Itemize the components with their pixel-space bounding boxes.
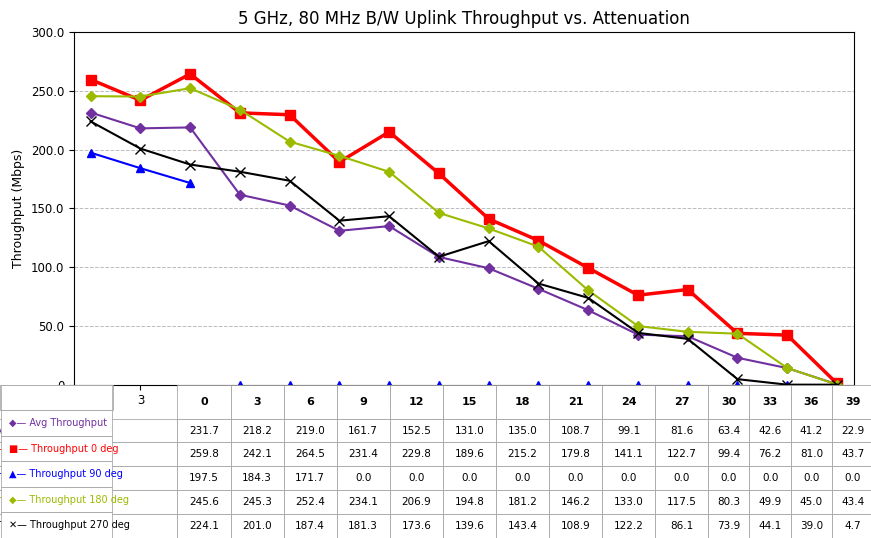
Throughput 180 deg (285, 138, 295, 145)
Bar (0, 385, 113, 410)
Throughput 180 deg (185, 85, 195, 91)
Throughput 270 deg (285, 178, 295, 184)
Throughput 90 deg (135, 165, 145, 172)
Title: 5 GHz, 80 MHz B/W Uplink Throughput vs. Attenuation: 5 GHz, 80 MHz B/W Uplink Throughput vs. … (238, 10, 690, 28)
Avg Throughput (733, 355, 743, 361)
Throughput 0 deg (85, 76, 96, 83)
Throughput 270 deg (832, 381, 842, 388)
Text: ◆— Throughput 180 deg: ◆— Throughput 180 deg (9, 494, 129, 505)
Avg Throughput (683, 333, 693, 339)
Bar (1, 512, 112, 538)
Line: Throughput 90 deg: Throughput 90 deg (86, 148, 194, 187)
Throughput 0 deg (583, 265, 593, 271)
Throughput 0 deg (733, 330, 743, 337)
Avg Throughput (583, 307, 593, 314)
Throughput 270 deg (234, 168, 245, 175)
Throughput 180 deg (583, 287, 593, 294)
Throughput 0 deg (782, 332, 793, 338)
Throughput 270 deg (384, 213, 395, 220)
Text: ✕— Throughput 270 deg: ✕— Throughput 270 deg (9, 520, 130, 530)
Avg Throughput (632, 331, 643, 338)
Throughput 270 deg (135, 145, 145, 152)
Avg Throughput (782, 365, 793, 371)
Bar (1, 385, 112, 410)
Bar (1, 487, 112, 512)
Throughput 270 deg (533, 280, 544, 287)
Line: Throughput 0 deg: Throughput 0 deg (85, 69, 842, 388)
Throughput 180 deg (733, 330, 743, 337)
Avg Throughput (334, 228, 345, 234)
Throughput 0 deg (434, 170, 444, 176)
Avg Throughput (483, 265, 494, 272)
Line: Throughput 270 deg: Throughput 270 deg (85, 117, 842, 390)
Throughput 180 deg (632, 323, 643, 329)
Throughput 180 deg (384, 168, 395, 175)
Avg Throughput (285, 202, 295, 209)
Throughput 270 deg (434, 253, 444, 260)
Text: ▲— Throughput 90 deg: ▲— Throughput 90 deg (9, 469, 123, 479)
Throughput 180 deg (85, 93, 96, 100)
Line: Throughput 180 deg: Throughput 180 deg (87, 84, 841, 388)
Throughput 180 deg (135, 93, 145, 100)
Throughput 0 deg (135, 97, 145, 103)
Throughput 270 deg (632, 330, 643, 336)
Throughput 0 deg (334, 159, 345, 165)
Throughput 0 deg (683, 286, 693, 293)
Line: Avg Throughput: Avg Throughput (87, 109, 841, 388)
Avg Throughput (434, 254, 444, 260)
Throughput 0 deg (285, 111, 295, 118)
Throughput 180 deg (683, 329, 693, 335)
Throughput 180 deg (334, 153, 345, 159)
Throughput 90 deg (185, 180, 195, 186)
Throughput 270 deg (733, 376, 743, 383)
Text: ■— Throughput 0 deg: ■— Throughput 0 deg (9, 443, 118, 454)
Throughput 270 deg (683, 336, 693, 342)
Bar (1, 462, 112, 487)
Throughput 0 deg (832, 380, 842, 387)
X-axis label: Attenuation (dB): Attenuation (dB) (412, 413, 516, 426)
Avg Throughput (135, 125, 145, 132)
Throughput 0 deg (533, 237, 544, 244)
Throughput 270 deg (185, 161, 195, 168)
Throughput 90 deg (85, 150, 96, 156)
Throughput 270 deg (334, 217, 345, 224)
Throughput 0 deg (483, 216, 494, 222)
Avg Throughput (85, 109, 96, 116)
Throughput 0 deg (632, 292, 643, 299)
Text: ◆— Avg Throughput: ◆— Avg Throughput (9, 418, 107, 428)
Avg Throughput (533, 286, 544, 292)
Throughput 0 deg (234, 110, 245, 116)
Y-axis label: Throughput (Mbps): Throughput (Mbps) (12, 149, 25, 268)
Throughput 0 deg (384, 129, 395, 135)
Throughput 0 deg (185, 71, 195, 77)
Avg Throughput (234, 192, 245, 198)
Bar (1, 436, 112, 462)
Throughput 180 deg (533, 243, 544, 250)
Avg Throughput (832, 381, 842, 387)
Throughput 180 deg (234, 107, 245, 113)
Avg Throughput (185, 124, 195, 131)
Throughput 180 deg (782, 365, 793, 371)
Throughput 270 deg (583, 295, 593, 301)
Throughput 270 deg (85, 118, 96, 125)
Avg Throughput (384, 223, 395, 229)
Throughput 180 deg (832, 381, 842, 388)
Throughput 180 deg (434, 210, 444, 216)
Bar (1, 410, 112, 436)
Throughput 270 deg (782, 381, 793, 388)
Throughput 180 deg (483, 225, 494, 232)
Throughput 270 deg (483, 238, 494, 244)
